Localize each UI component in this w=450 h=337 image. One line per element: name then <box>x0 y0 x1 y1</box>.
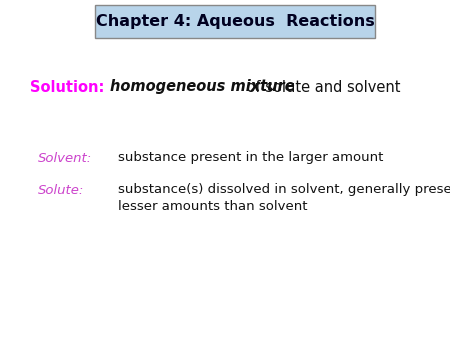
Text: lesser amounts than solvent: lesser amounts than solvent <box>118 201 307 214</box>
Text: Solvent:: Solvent: <box>38 152 92 164</box>
Text: Chapter 4: Aqueous  Reactions: Chapter 4: Aqueous Reactions <box>95 14 374 29</box>
Text: of solute and solvent: of solute and solvent <box>242 80 400 94</box>
Text: Solution:: Solution: <box>30 80 104 94</box>
FancyBboxPatch shape <box>95 5 375 38</box>
Text: Solute:: Solute: <box>38 184 85 196</box>
Text: substance(s) dissolved in solvent, generally present in: substance(s) dissolved in solvent, gener… <box>118 184 450 196</box>
Text: homogeneous mixture: homogeneous mixture <box>110 80 295 94</box>
Text: substance present in the larger amount: substance present in the larger amount <box>118 152 383 164</box>
